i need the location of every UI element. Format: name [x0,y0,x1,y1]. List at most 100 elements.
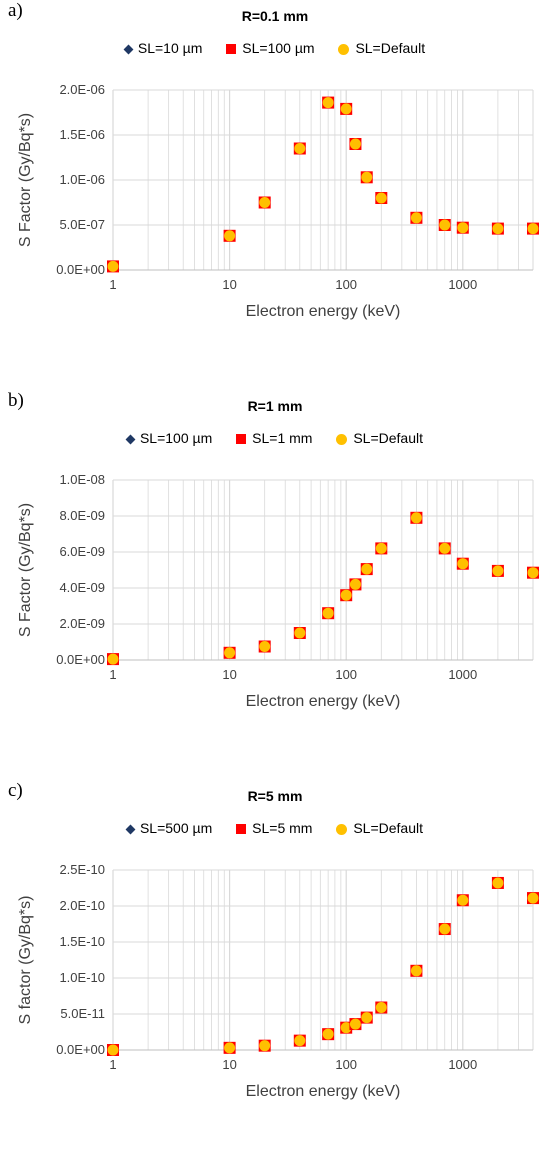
x-tick-label: 10 [222,667,236,682]
circle-marker-icon [336,823,348,835]
series-3-point [340,589,352,601]
y-axis-title: S factor (Gy/Bq*s) [17,896,34,1025]
y-tick-label: 2.0E-09 [59,616,105,631]
legend-item: SL=Default [338,40,425,56]
y-tick-label: 2.0E-10 [59,898,105,913]
plot-area: 0.0E+00 2.0E-09 4.0E-09 6.0E-09 8.0E-09 1.0E-… [17,472,539,710]
legend-label: SL=1 mm [252,430,313,446]
series-3-point [375,542,387,554]
legend-item: SL=5 mm [236,820,312,836]
x-axis-title: Electron energy (keV) [246,693,401,710]
legend-item: SL=1 mm [236,430,312,446]
y-tick-label: 2.5E-10 [59,862,105,877]
y-tick-label: 5.0E-11 [60,1006,105,1021]
series-3-point [259,641,271,652]
y-tick-label: 0.0E+00 [56,652,105,667]
legend-item: SL=100 µm [226,40,315,56]
x-tick-label: 1 [109,277,116,292]
legend-label: SL=Default [355,40,426,56]
series-3-point [322,97,334,109]
circle-marker-icon [336,433,348,445]
series-3-point [492,877,504,889]
legend-label: SL=Default [353,820,424,836]
series-3-point [259,1040,271,1052]
y-tick-label: 1.0E-08 [59,472,105,487]
y-tick-label: 0.0E+00 [56,262,105,277]
legend-label: SL=500 µm [139,820,213,836]
x-axis-title: Electron energy (keV) [246,303,401,320]
legend-label: SL=100 µm [242,40,315,56]
series-3-point [361,171,373,183]
y-axis-title: S Factor (Gy/Bq*s) [17,113,34,247]
series-3-point [410,512,422,524]
x-tick-label: 10 [222,1057,236,1072]
series-3-point [349,1018,361,1030]
x-tick-label: 100 [335,277,357,292]
chart-panel-c: c) R=5 mm SL=500 µm SL=5 mm SL=Default 0… [0,780,550,1150]
y-tick-label: 1.5E-06 [59,127,105,142]
series-3-point [322,607,334,619]
series-3-point [259,197,271,208]
series-3-point [107,260,119,272]
panel-letter: b) [8,390,24,411]
series-3-point [361,1012,373,1024]
legend-item: SL=10 µm [123,40,203,56]
series-3-point [527,223,539,235]
series-3-point [375,192,387,204]
plot-area: 0.0E+00 5.0E-07 1.0E-06 1.5E-06 2.0E-06 1 10 10… [17,82,539,320]
x-axis-title: Electron energy (keV) [246,1083,401,1100]
series-3-point [527,892,539,904]
circle-marker-icon [338,43,350,55]
series-3-point [107,653,119,665]
series-3-point [107,1044,119,1056]
panel-letter: a) [8,0,23,21]
square-marker-icon [236,434,247,445]
x-tick-label: 1 [109,1057,116,1072]
legend-item: SL=500 µm [125,820,213,836]
y-tick-label: 5.0E-07 [59,217,105,232]
legend-label: SL=10 µm [137,40,203,56]
y-tick-label: 4.0E-09 [59,580,105,595]
chart-panel-b: b) R=1 mm SL=100 µm SL=1 mm SL=Default 0… [0,390,550,760]
series-3-point [322,1028,334,1040]
panel-letter: c) [8,780,23,801]
series-3-point [294,143,306,154]
x-tick-label: 100 [335,667,357,682]
legend: SL=10 µm SL=100 µm SL=Default [0,40,550,56]
y-tick-label: 1.5E-10 [59,934,105,949]
x-tick-label: 1000 [448,1057,477,1072]
legend-label: SL=Default [353,430,424,446]
chart-panel-a: a) R=0.1 mm SL=10 µm SL=100 µm SL=Defaul… [0,0,550,370]
chart-title: R=0.1 mm [241,8,309,24]
y-tick-label: 1.0E-10 [59,970,105,985]
chart-title: R=5 mm [247,788,303,804]
legend-label: SL=100 µm [139,430,213,446]
y-tick-label: 2.0E-06 [59,82,105,97]
legend-item: SL=Default [336,820,423,836]
series-3-point [340,103,352,115]
y-tick-label: 0.0E+00 [56,1042,105,1057]
series-3-point [294,1035,306,1047]
series-3-point [294,627,306,639]
legend: SL=100 µm SL=1 mm SL=Default [0,430,550,446]
series-3-point [224,1042,236,1054]
series-3-point [457,222,469,234]
series-3-point [224,647,236,659]
chart-title: R=1 mm [247,398,303,414]
x-tick-label: 1000 [448,277,477,292]
y-tick-label: 1.0E-06 [59,172,105,187]
series-3-point [527,567,539,579]
square-marker-icon [236,824,247,835]
series-3-point [492,565,504,577]
series-3-point [439,542,451,554]
series-3-point [439,923,451,935]
x-tick-label: 10 [222,277,236,292]
square-marker-icon [226,44,237,55]
series-3-point [361,563,373,575]
x-tick-label: 1 [109,667,116,682]
legend: SL=500 µm SL=5 mm SL=Default [0,820,550,836]
series-3-point [410,965,422,977]
series-3-point [457,894,469,906]
legend-label: SL=5 mm [252,820,313,836]
series-3-point [349,578,361,590]
